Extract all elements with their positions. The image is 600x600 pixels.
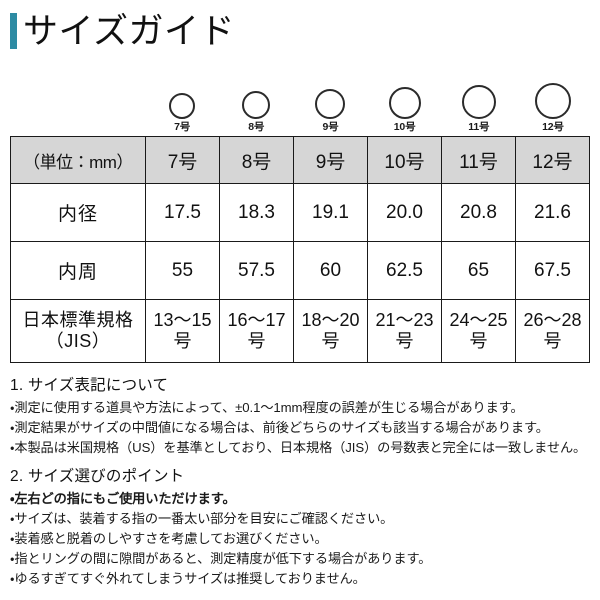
cell-inner-diameter-11: 20.8 xyxy=(441,183,516,242)
note-section-choosing-points: 2. サイズ選びのポイント ・左右どの指にもご使用いただけます。 ・サイズは、装… xyxy=(10,467,595,589)
ring-illustration-12: 12号 xyxy=(516,66,590,132)
row-label-jis-line1: 日本標準規格 xyxy=(22,310,134,331)
cell-inner-diameter-10: 20.0 xyxy=(367,183,442,242)
note-line: ・サイズは、装着する指の一番太い部分を目安にご確認ください。 xyxy=(10,511,394,527)
cell-inner-circumference-7: 55 xyxy=(145,241,220,300)
row-label-jis: 日本標準規格 （JIS） xyxy=(10,299,146,363)
ring-caption: 11号 xyxy=(468,120,490,133)
cell-jis-10: 21〜23号 xyxy=(367,299,442,363)
table-header-size-12: 12号 xyxy=(515,136,590,184)
table-row-inner-diameter: 内径 17.5 18.3 19.1 20.0 20.8 21.6 xyxy=(10,183,590,242)
cell-inner-circumference-11: 65 xyxy=(441,241,516,300)
table-header-unit: （単位：mm） xyxy=(10,136,146,184)
cell-inner-circumference-12: 67.5 xyxy=(515,241,590,300)
ring-illustration-8: 8号 xyxy=(219,66,293,132)
ring-illustration-7: 7号 xyxy=(145,66,219,132)
table-row-inner-circumference: 内周 55 57.5 60 62.5 65 67.5 xyxy=(10,241,590,300)
size-table: （単位：mm） 7号 8号 9号 10号 11号 12号 内径 17.5 18.… xyxy=(10,136,590,363)
title-accent-bar xyxy=(10,13,17,49)
ring-illustration-11: 11号 xyxy=(442,66,516,132)
note-line: ・本製品は米国規格（US）を基準としており、日本規格（JIS）の号数表と完全には… xyxy=(10,440,587,456)
row-label-jis-line2: （JIS） xyxy=(45,331,111,351)
ring-circle-icon xyxy=(388,86,422,120)
ring-illustration-9: 9号 xyxy=(293,66,367,132)
cell-inner-circumference-10: 62.5 xyxy=(367,241,442,300)
table-header-size-8: 8号 xyxy=(219,136,294,184)
ring-caption: 9号 xyxy=(322,120,339,133)
table-row-jis: 日本標準規格 （JIS） 13〜15号 16〜17号 18〜20号 21〜23号… xyxy=(10,299,590,363)
page-title: サイズガイド xyxy=(23,11,235,51)
ring-caption: 12号 xyxy=(542,120,564,133)
note-line: ・測定結果がサイズの中間値になる場合は、前後どちらのサイズも該当する場合がありま… xyxy=(10,419,549,435)
note-line: ・装着感と脱着のしやすさを考慮してお選びください。 xyxy=(10,531,328,547)
cell-inner-circumference-9: 60 xyxy=(293,241,368,300)
note-heading: 1. サイズ表記について xyxy=(10,377,169,394)
ring-illustration-strip: 7号 8号 9号 10号 11号 12号 xyxy=(10,66,590,132)
cell-jis-12: 26〜28号 xyxy=(515,299,590,363)
table-header-row: （単位：mm） 7号 8号 9号 10号 11号 12号 xyxy=(10,136,590,184)
cell-inner-diameter-7: 17.5 xyxy=(145,183,220,242)
note-line: ・測定に使用する道具や方法によって、±0.1〜1mm程度の誤差が生じる場合があり… xyxy=(10,399,524,415)
cell-inner-diameter-12: 21.6 xyxy=(515,183,590,242)
row-label-inner-circumference: 内周 xyxy=(10,241,146,300)
ring-circle-icon xyxy=(461,84,497,120)
note-line: ・指とリングの間に隙間があると、測定精度が低下する場合があります。 xyxy=(10,551,432,567)
cell-inner-diameter-9: 19.1 xyxy=(293,183,368,242)
note-section-size-notation: 1. サイズ表記について ・測定に使用する道具や方法によって、±0.1〜1mm程… xyxy=(10,376,595,458)
ring-caption: 7号 xyxy=(174,120,191,133)
page-title-block: サイズガイド xyxy=(10,8,235,54)
ring-circle-icon xyxy=(241,90,271,120)
cell-inner-circumference-8: 57.5 xyxy=(219,241,294,300)
note-line: ・ゆるすぎてすぐ外れてしまうサイズは推奨しておりません。 xyxy=(10,571,366,587)
ring-circle-icon xyxy=(168,92,196,120)
ring-caption: 8号 xyxy=(248,120,265,133)
cell-jis-8: 16〜17号 xyxy=(219,299,294,363)
cell-jis-9: 18〜20号 xyxy=(293,299,368,363)
cell-jis-11: 24〜25号 xyxy=(441,299,516,363)
note-line: ・左右どの指にもご使用いただけます。 xyxy=(10,491,236,507)
notes-area: 1. サイズ表記について ・測定に使用する道具や方法によって、±0.1〜1mm程… xyxy=(10,376,595,598)
row-label-inner-diameter: 内径 xyxy=(10,183,146,242)
ring-illustration-10: 10号 xyxy=(368,66,442,132)
table-header-size-9: 9号 xyxy=(293,136,368,184)
note-heading: 2. サイズ選びのポイント xyxy=(10,468,185,486)
ring-circle-icon xyxy=(314,88,346,120)
table-header-size-7: 7号 xyxy=(145,136,220,184)
cell-jis-7: 13〜15号 xyxy=(145,299,220,363)
ring-caption: 10号 xyxy=(393,120,416,133)
ring-circle-icon xyxy=(534,82,572,120)
table-header-size-10: 10号 xyxy=(367,136,442,184)
table-header-size-11: 11号 xyxy=(441,136,516,184)
cell-inner-diameter-8: 18.3 xyxy=(219,183,294,242)
